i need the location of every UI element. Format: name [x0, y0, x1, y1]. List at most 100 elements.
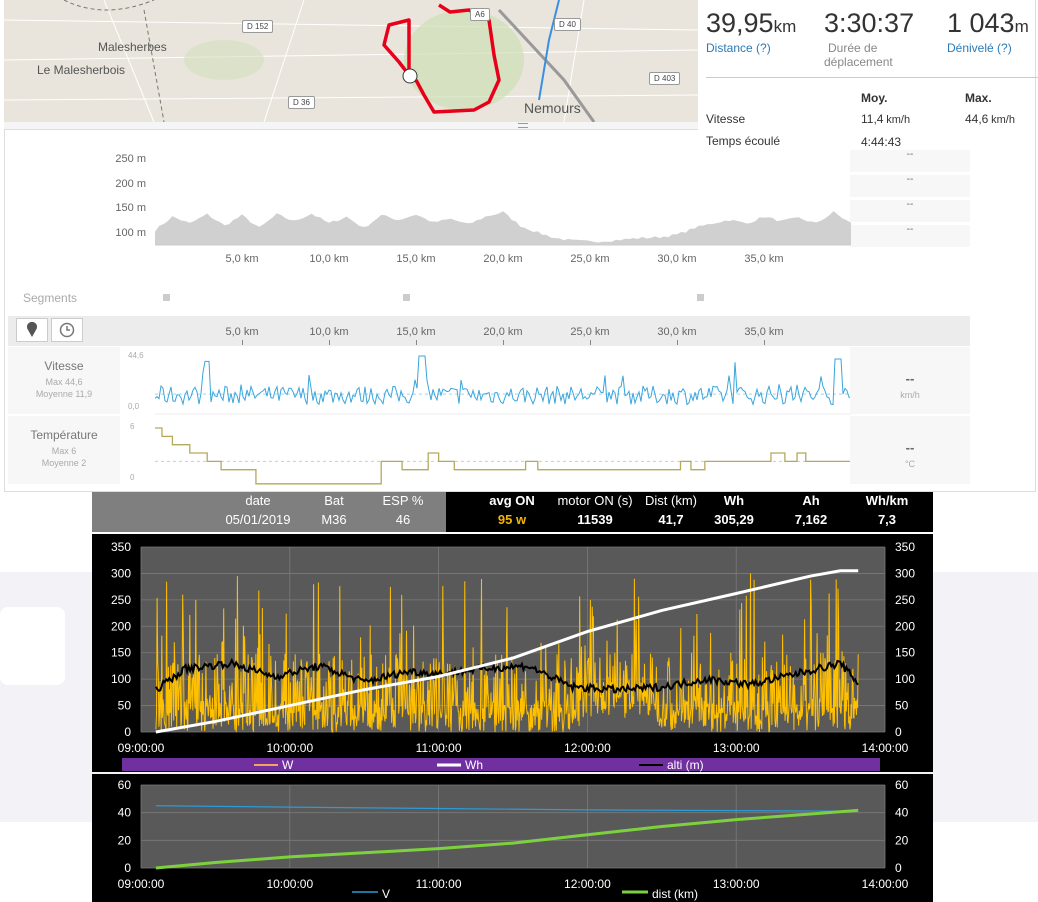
summary-header: Bat	[324, 493, 344, 508]
summary-value: 11539	[577, 512, 613, 527]
distance-axis-button[interactable]	[16, 318, 48, 342]
x-tick: 11:00:00	[416, 741, 462, 755]
speed-value-placeholder: --	[905, 371, 915, 386]
y-tick-right: 0	[895, 725, 902, 739]
elevation-x-tick: 20,0 km	[483, 253, 523, 265]
y-tick-left: 300	[111, 566, 131, 580]
y-tick-left: 0	[124, 725, 131, 739]
y-tick-left: 60	[118, 778, 132, 792]
summary-value: 7,162	[794, 512, 828, 527]
elevation-profile-chart[interactable]	[155, 140, 851, 250]
power-chart[interactable]: 0 0 50 50 100 100 150 150 200 200 250 250 300 300 350 3…	[92, 534, 933, 772]
y-tick-left: 20	[118, 833, 132, 847]
map-place-label: Nemours	[524, 100, 581, 116]
y-tick-right: 350	[895, 540, 915, 554]
series-line-alti	[155, 657, 859, 695]
map-place-label: Le Malesherbois	[37, 63, 126, 77]
toolbar-x-tick: 25,0 km	[570, 326, 610, 338]
placeholder-cell: --	[850, 150, 970, 172]
y-tick-right: 20	[895, 833, 909, 847]
summary-value: M36	[321, 512, 347, 527]
temperature-row-label: Température Max 6 Moyenne 2	[8, 416, 120, 484]
temperature-chart[interactable]	[155, 416, 851, 486]
elevation-y-tick: 200 m	[115, 177, 146, 190]
speed-label: Vitesse	[706, 112, 746, 126]
series-line-V	[155, 805, 859, 812]
toolbar-x-tick: 5,0 km	[225, 326, 259, 338]
duration-label: déplacement	[824, 55, 893, 69]
summary-value: 41,7	[658, 512, 684, 527]
y-tick-right: 300	[895, 566, 915, 580]
clock-icon	[59, 322, 75, 338]
segment-marker[interactable]	[403, 294, 410, 301]
toolbar-x-tick: 30,0 km	[657, 326, 697, 338]
speed-row-max: Max 44,6	[45, 377, 83, 387]
elevation-y-tick: 100 m	[115, 226, 146, 239]
segment-marker[interactable]	[697, 294, 704, 301]
elevation-value: 1 043m	[947, 8, 1029, 38]
toolbar-x-tick: 15,0 km	[396, 326, 436, 338]
legend-label: V	[382, 887, 390, 901]
x-tick: 10:00:00	[266, 741, 313, 755]
temperature-row-max: Max 6	[51, 446, 77, 456]
map-road-label: D 403	[649, 72, 681, 85]
summary-header: Ah	[802, 493, 820, 508]
elevation-x-tick: 35,0 km	[744, 253, 784, 265]
y-tick-left: 50	[118, 699, 132, 713]
y-tick-right: 40	[895, 806, 909, 820]
legend-label: alti (m)	[667, 758, 704, 772]
temperature-value-placeholder: --	[905, 440, 915, 455]
map-road-label: D 40	[554, 18, 581, 31]
speed-chart[interactable]	[155, 347, 851, 415]
placeholder-cell: --	[850, 175, 970, 197]
summary-value: 46	[395, 512, 411, 527]
speed-avg: 11,4 km/h	[861, 112, 911, 126]
series-line-dist	[155, 808, 859, 870]
speed-line	[155, 355, 851, 407]
y-tick-left: 100	[111, 672, 131, 686]
elapsed-value: 4:44:43	[861, 135, 902, 149]
segments-label: Segments	[23, 291, 78, 305]
summary-header: date	[245, 493, 271, 508]
x-tick: 12:00:00	[564, 741, 611, 755]
x-tick: 13:00:00	[713, 741, 760, 755]
avg-column-header: Moy.	[861, 91, 888, 105]
toolbar-tick-mark	[677, 340, 678, 345]
elevation-help-link[interactable]: Dénivelé (?)	[947, 41, 1012, 55]
summary-header: Wh/km	[865, 493, 909, 508]
summary-header: motor ON (s)	[557, 493, 633, 508]
time-axis-button[interactable]	[51, 318, 83, 342]
duration-value: 3:30:37	[824, 8, 915, 38]
route-map[interactable]: Malesherbes Le Malesherbois Nemours D 15…	[4, 0, 698, 122]
toolbar-tick-mark	[764, 340, 765, 345]
x-tick: 10:00:00	[266, 877, 313, 891]
distance-chart[interactable]: 0 0 20 20 40 40 60 60 09:00:00 10:00:00 11:00:00 12…	[92, 774, 933, 902]
summary-value: 95 w	[497, 512, 527, 527]
plot-area	[141, 785, 885, 868]
y-tick-left: 0	[124, 861, 131, 875]
y-tick-right: 150	[895, 646, 915, 660]
summary-header: Wh	[723, 493, 745, 508]
toolbar-tick-mark	[242, 340, 243, 345]
y-tick-left: 250	[111, 593, 131, 607]
distance-help-link[interactable]: Distance (?)	[706, 41, 771, 55]
legend-label: dist (km)	[652, 887, 698, 901]
chart-toolbar	[8, 316, 970, 346]
elevation-y-tick: 150 m	[115, 202, 146, 214]
map-pin-icon	[27, 322, 37, 337]
temperature-row-avg: Moyenne 2	[41, 458, 87, 468]
y-tick-right: 200	[895, 619, 915, 633]
speed-unit: km/h	[900, 390, 920, 400]
segment-marker[interactable]	[163, 294, 170, 301]
y-tick-left: 150	[111, 646, 131, 660]
elevation-y-tick: 250 m	[115, 153, 146, 165]
map-resize-handle[interactable]	[4, 122, 698, 130]
temperature-row-value: -- °C	[850, 416, 970, 484]
speed-ymax: 44,6	[128, 351, 144, 360]
toolbar-x-tick: 10,0 km	[309, 326, 349, 338]
y-tick-right: 0	[895, 861, 902, 875]
toolbar-tick-mark	[590, 340, 591, 345]
toolbar-tick-mark	[329, 340, 330, 345]
y-tick-right: 60	[895, 778, 909, 792]
placeholder-cell: --	[850, 225, 970, 247]
